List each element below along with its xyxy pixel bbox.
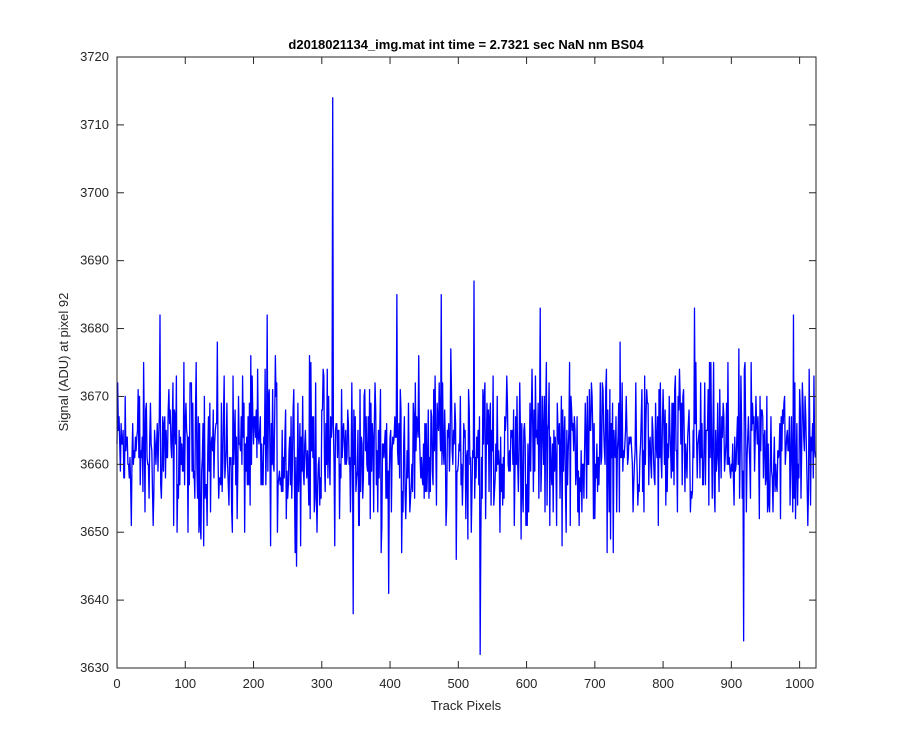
y-tick-label: 3630 (80, 660, 109, 675)
y-tick-label: 3690 (80, 253, 109, 268)
y-tick-label: 3700 (80, 185, 109, 200)
y-tick-label: 3640 (80, 592, 109, 607)
chart-title: d2018021134_img.mat int time = 2.7321 se… (288, 37, 644, 52)
y-tick-label: 3650 (80, 524, 109, 539)
axes-box (116, 56, 817, 669)
x-tick-label: 300 (311, 676, 333, 691)
ticks-layer: 0 100 200 300 400 500 600 700 800 900 1000 3630 3640… (80, 49, 816, 691)
x-tick-label: 0 (113, 676, 120, 691)
y-axis-label: Signal (ADU) at pixel 92 (56, 293, 71, 432)
y-tick-label: 3720 (80, 49, 109, 64)
y-tick-label: 3680 (80, 321, 109, 336)
x-tick-label: 800 (652, 676, 674, 691)
x-tick-label: 200 (243, 676, 265, 691)
x-tick-label: 500 (447, 676, 469, 691)
plot-area (117, 57, 816, 668)
x-tick-label: 700 (584, 676, 606, 691)
y-tick-label: 3670 (80, 388, 109, 403)
x-axis-label: Track Pixels (431, 698, 502, 713)
series-layer (116, 97, 816, 656)
x-tick-label: 600 (516, 676, 538, 691)
y-tick-label: 3710 (80, 117, 109, 132)
series-line (116, 97, 816, 656)
y-tick-label: 3660 (80, 456, 109, 471)
x-tick-label: 100 (174, 676, 196, 691)
x-tick-label: 1000 (785, 676, 814, 691)
x-tick-label: 400 (379, 676, 401, 691)
x-tick-label: 900 (721, 676, 743, 691)
